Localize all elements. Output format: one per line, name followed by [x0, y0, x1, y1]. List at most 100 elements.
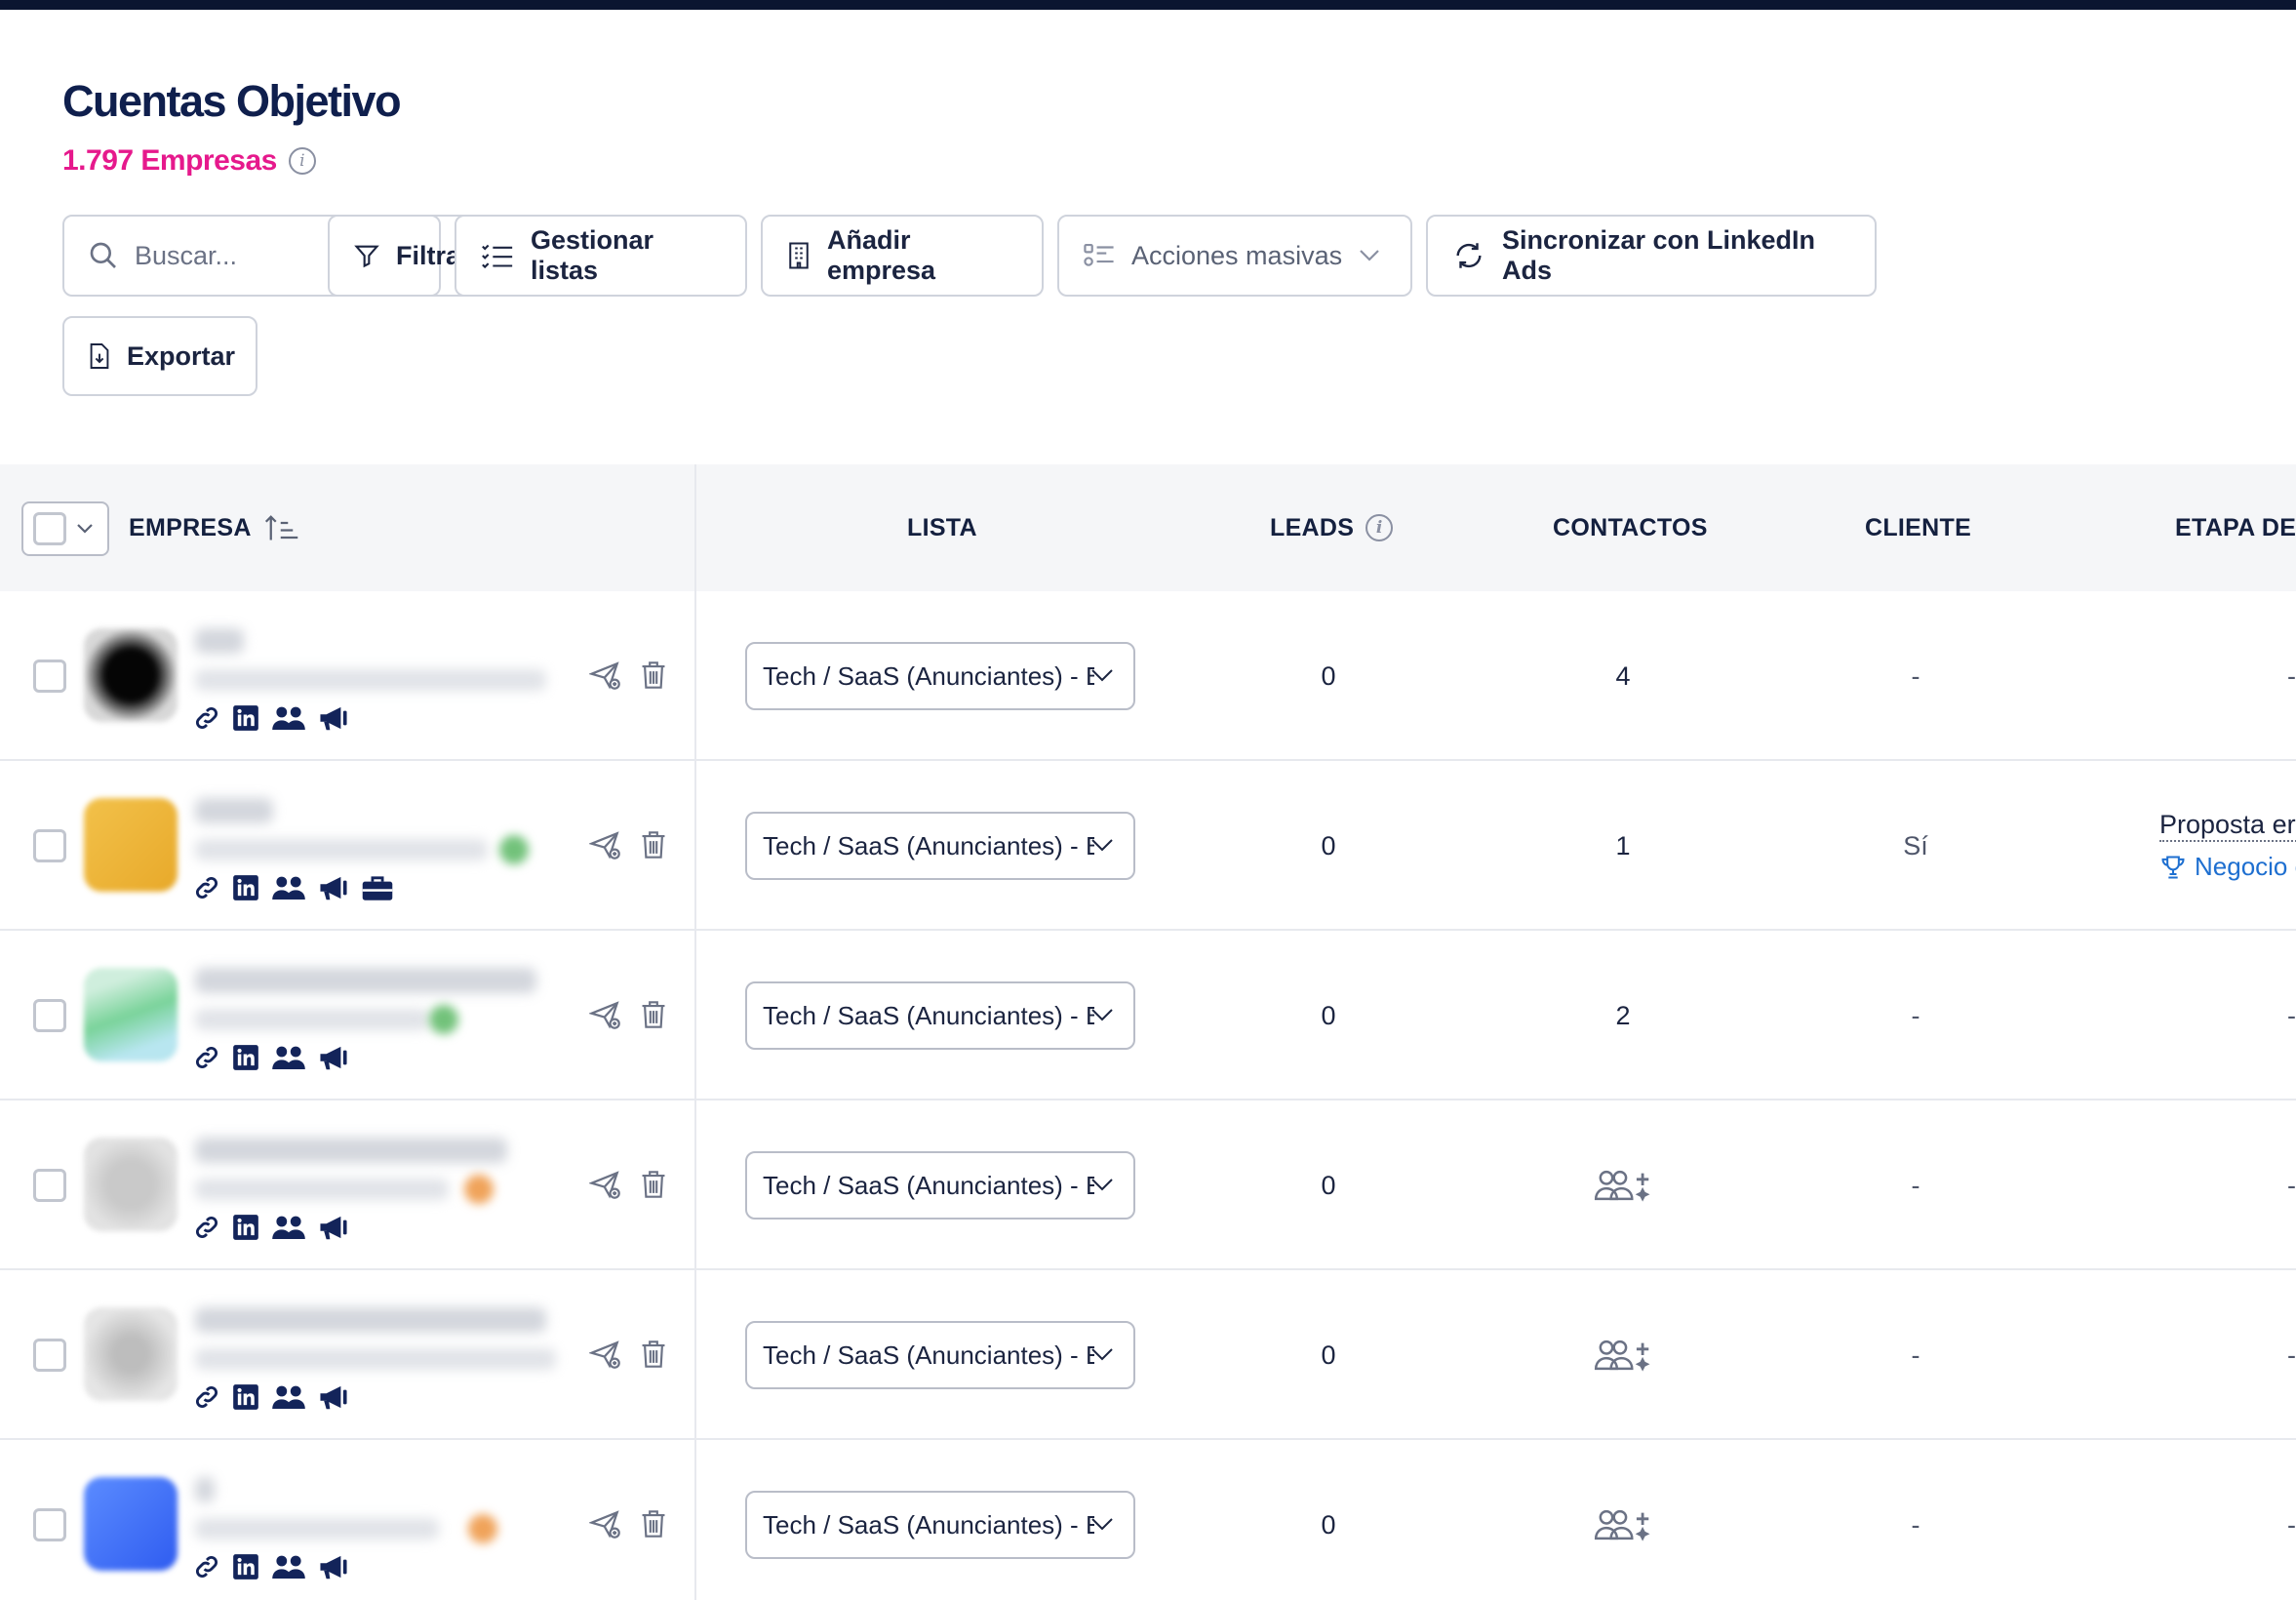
- users-icon[interactable]: [271, 1044, 306, 1071]
- send-icon[interactable]: [589, 1339, 622, 1370]
- send-icon[interactable]: [589, 1508, 622, 1540]
- send-icon[interactable]: [589, 829, 622, 860]
- linkedin-icon[interactable]: [232, 1383, 259, 1411]
- list-select[interactable]: Tech / SaaS (Anunciantes) - E: [745, 1151, 1135, 1220]
- linkedin-icon[interactable]: [232, 1214, 259, 1241]
- megaphone-icon[interactable]: [318, 1044, 349, 1071]
- table-row[interactable]: Tech / SaaS (Anunciantes) - B 0 1 Sí Pro…: [0, 761, 2296, 931]
- filter-icon: [354, 245, 379, 268]
- list-select-value: Tech / SaaS (Anunciantes) - E: [763, 1340, 1094, 1370]
- megaphone-icon[interactable]: [318, 1214, 349, 1241]
- table-row[interactable]: Tech / SaaS (Anunciantes) - E 0 - -: [0, 1440, 2296, 1600]
- linkedin-icon[interactable]: [232, 1044, 259, 1071]
- linkedin-icon[interactable]: [232, 704, 259, 732]
- company-name-redacted[interactable]: [195, 1138, 507, 1163]
- info-icon[interactable]: i: [1366, 514, 1394, 541]
- list-select[interactable]: Tech / SaaS (Anunciantes) - E: [745, 1321, 1135, 1389]
- trash-icon[interactable]: [640, 829, 667, 860]
- linkedin-icon[interactable]: [232, 874, 259, 901]
- megaphone-icon[interactable]: [318, 704, 349, 732]
- trash-icon[interactable]: [640, 1169, 667, 1200]
- company-name-redacted[interactable]: [195, 798, 273, 823]
- deal-link[interactable]: Negocio c: [2159, 852, 2296, 882]
- list-select[interactable]: Tech / SaaS (Anunciantes) - B: [745, 812, 1135, 880]
- link-icon[interactable]: [193, 1044, 220, 1071]
- row-checkbox[interactable]: [33, 1169, 66, 1202]
- column-lista[interactable]: LISTA: [907, 464, 977, 591]
- contactos-cell[interactable]: [1563, 1100, 1683, 1270]
- trash-icon[interactable]: [640, 999, 667, 1030]
- link-icon[interactable]: [193, 704, 220, 732]
- list-icon: [482, 244, 513, 269]
- select-all-dropdown[interactable]: [21, 501, 109, 556]
- list-select[interactable]: Tech / SaaS (Anunciantes) - E: [745, 1491, 1135, 1559]
- trash-icon[interactable]: [640, 1508, 667, 1540]
- manage-lists-button[interactable]: Gestionar listas: [455, 215, 747, 297]
- column-leads[interactable]: LEADS i: [1270, 464, 1394, 591]
- users-icon[interactable]: [271, 1383, 306, 1411]
- column-cliente[interactable]: CLIENTE: [1865, 464, 1971, 591]
- row-checkbox[interactable]: [33, 829, 66, 862]
- company-name-redacted[interactable]: [195, 968, 536, 993]
- users-icon[interactable]: [271, 704, 306, 732]
- row-checkbox[interactable]: [33, 660, 66, 693]
- sort-ascending-icon[interactable]: [263, 513, 300, 542]
- briefcase-icon[interactable]: [361, 874, 394, 901]
- send-icon[interactable]: [589, 1169, 622, 1200]
- company-details-redacted: [195, 1348, 556, 1370]
- select-all-checkbox[interactable]: [33, 512, 66, 545]
- contactos-cell[interactable]: [1563, 1440, 1683, 1600]
- table-row[interactable]: Tech / SaaS (Anunciantes) - B 0 4 - -: [0, 591, 2296, 761]
- cliente-cell: -: [1855, 931, 1976, 1100]
- users-icon[interactable]: [271, 1553, 306, 1580]
- link-icon[interactable]: [193, 1383, 220, 1411]
- megaphone-icon[interactable]: [318, 1553, 349, 1580]
- company-name-redacted[interactable]: [195, 628, 244, 654]
- list-select[interactable]: Tech / SaaS (Anunciantes) - B: [745, 981, 1135, 1050]
- add-company-button[interactable]: Añadir empresa: [761, 215, 1044, 297]
- link-icon[interactable]: [193, 1214, 220, 1241]
- table-row[interactable]: Tech / SaaS (Anunciantes) - B 0 2 - -: [0, 931, 2296, 1100]
- megaphone-icon[interactable]: [318, 1383, 349, 1411]
- cliente-cell: -: [1855, 1440, 1976, 1600]
- contactos-cell[interactable]: 1: [1563, 761, 1683, 931]
- list-select[interactable]: Tech / SaaS (Anunciantes) - B: [745, 642, 1135, 710]
- megaphone-icon[interactable]: [318, 874, 349, 901]
- cliente-cell: -: [1855, 591, 1976, 761]
- add-contacts-icon[interactable]: [1593, 1339, 1653, 1372]
- linkedin-icon[interactable]: [232, 1553, 259, 1580]
- contactos-cell[interactable]: 4: [1563, 591, 1683, 761]
- company-name-redacted[interactable]: [195, 1477, 215, 1502]
- table-row[interactable]: Tech / SaaS (Anunciantes) - E 0 - -: [0, 1100, 2296, 1270]
- company-name-redacted[interactable]: [195, 1307, 546, 1333]
- row-checkbox[interactable]: [33, 1339, 66, 1372]
- row-checkbox[interactable]: [33, 1508, 66, 1541]
- trash-icon[interactable]: [640, 660, 667, 691]
- add-contacts-icon[interactable]: [1593, 1169, 1653, 1202]
- etapa-cell[interactable]: Proposta er Negocio c: [2159, 810, 2296, 882]
- link-icon[interactable]: [193, 1553, 220, 1580]
- company-logo: [84, 968, 178, 1061]
- sync-linkedin-button[interactable]: Sincronizar con LinkedIn Ads: [1426, 215, 1877, 297]
- users-icon[interactable]: [271, 1214, 306, 1241]
- company-logo: [84, 1477, 178, 1571]
- send-icon[interactable]: [589, 660, 622, 691]
- info-icon[interactable]: i: [288, 147, 316, 175]
- users-icon[interactable]: [271, 874, 306, 901]
- row-checkbox[interactable]: [33, 999, 66, 1032]
- add-contacts-icon[interactable]: [1593, 1508, 1653, 1541]
- bulk-actions-dropdown[interactable]: Acciones masivas: [1057, 215, 1412, 297]
- table-row[interactable]: Tech / SaaS (Anunciantes) - E 0 - -: [0, 1270, 2296, 1440]
- column-contactos[interactable]: CONTACTOS: [1553, 464, 1708, 591]
- contactos-cell[interactable]: [1563, 1270, 1683, 1440]
- etapa-stage[interactable]: Proposta er: [2159, 810, 2296, 842]
- export-button[interactable]: Exportar: [62, 316, 257, 396]
- column-etapa[interactable]: ETAPA DEL: [2175, 464, 2296, 591]
- link-icon[interactable]: [193, 874, 220, 901]
- filter-button[interactable]: Filtrar: [328, 215, 471, 297]
- send-icon[interactable]: [589, 999, 622, 1030]
- column-leads-label: LEADS: [1270, 513, 1355, 541]
- contactos-cell[interactable]: 2: [1563, 931, 1683, 1100]
- column-empresa[interactable]: EMPRESA: [129, 464, 300, 591]
- trash-icon[interactable]: [640, 1339, 667, 1370]
